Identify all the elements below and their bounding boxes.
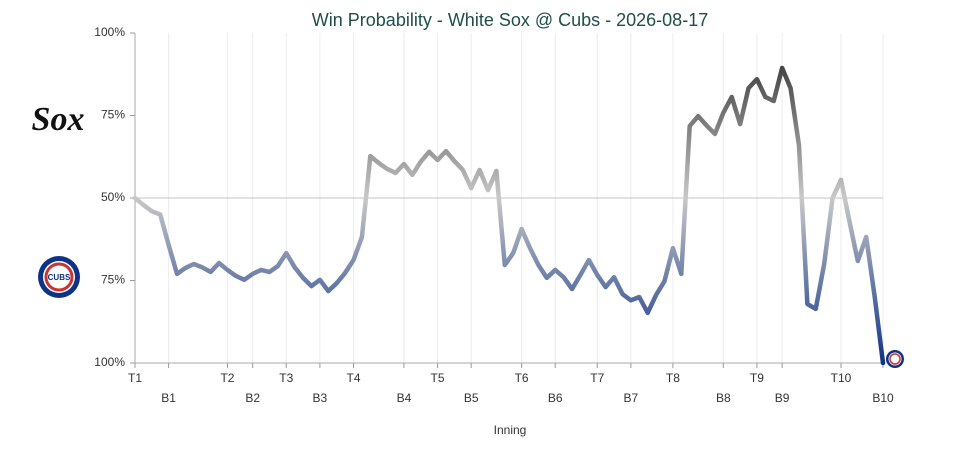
home-logo-text: CUBS xyxy=(48,273,71,282)
x-tick-label: T7 xyxy=(590,371,604,385)
x-tick-label: T9 xyxy=(750,371,764,385)
away-logo-text: Sox xyxy=(32,101,85,138)
y-tick-label: 50% xyxy=(101,190,125,204)
home-logo-inner xyxy=(43,261,75,293)
x-tick-label: B6 xyxy=(548,391,563,405)
home-logo: CUBS xyxy=(38,256,80,298)
away-logo: Sox xyxy=(32,101,85,138)
x-tick-label: T3 xyxy=(279,371,293,385)
x-tick-label: B2 xyxy=(245,391,260,405)
y-tick-label: 100% xyxy=(94,355,125,369)
x-tick-label: T4 xyxy=(347,371,361,385)
y-tick-label: 75% xyxy=(101,108,125,122)
x-tick-label: T2 xyxy=(220,371,234,385)
x-tick-label: T5 xyxy=(431,371,445,385)
x-tick-label: T8 xyxy=(666,371,680,385)
y-tick-label: 100% xyxy=(94,25,125,39)
x-tick-label: B7 xyxy=(624,391,639,405)
x-tick-label: B3 xyxy=(313,391,328,405)
home-logo-c xyxy=(44,262,74,292)
x-tick-label: B4 xyxy=(397,391,412,405)
x-tick-label: B8 xyxy=(716,391,731,405)
chart-title: Win Probability - White Sox @ Cubs - 202… xyxy=(312,10,708,30)
x-tick-label: B1 xyxy=(161,391,176,405)
x-tick-label: B10 xyxy=(872,391,894,405)
x-tick-label: T1 xyxy=(128,371,142,385)
x-tick-label: B5 xyxy=(464,391,479,405)
y-tick-label: 75% xyxy=(101,273,125,287)
win-probability-line xyxy=(132,65,886,366)
x-axis-label: Inning xyxy=(494,423,527,437)
x-tick-label: T6 xyxy=(515,371,529,385)
x-tick-label: B9 xyxy=(775,391,790,405)
end-marker-c xyxy=(889,353,901,365)
x-tick-label: T10 xyxy=(831,371,852,385)
